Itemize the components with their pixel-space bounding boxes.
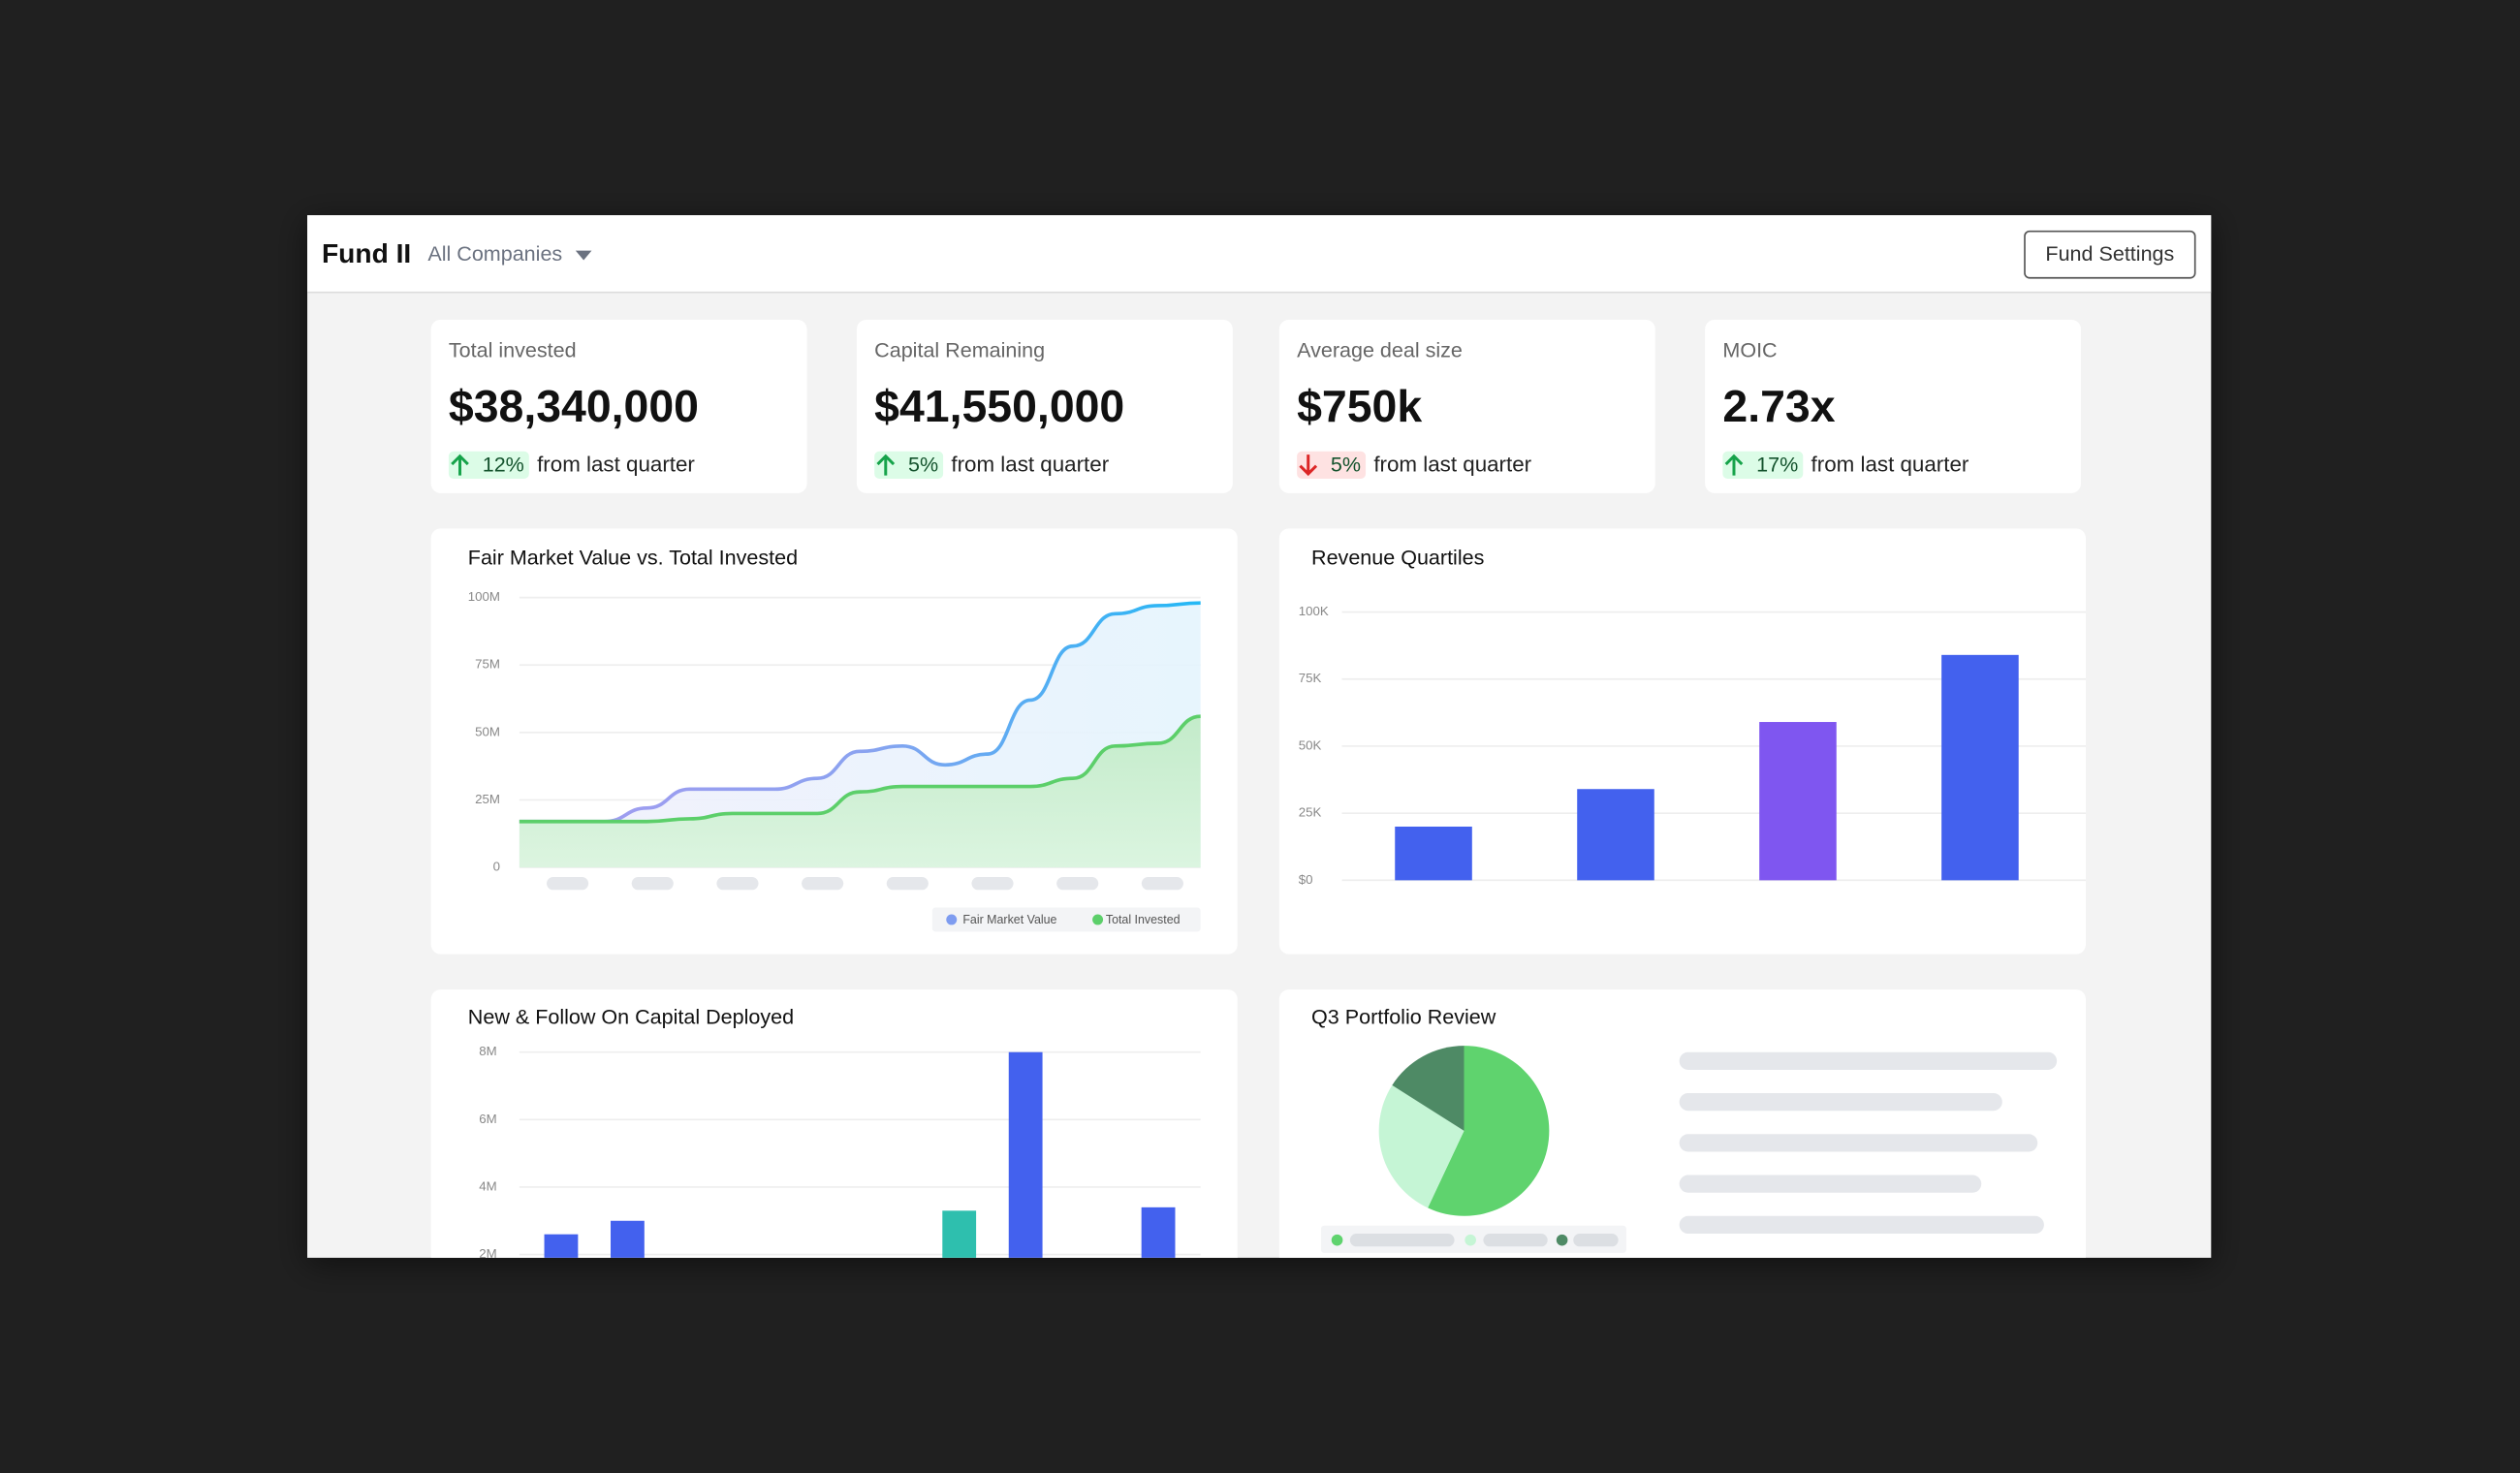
kpi-change: 5% xyxy=(908,453,938,476)
filter-caret[interactable] xyxy=(575,250,592,261)
window-content: Fund II All Companies Fund Settings Tota… xyxy=(307,215,2212,1261)
legend xyxy=(931,907,1201,932)
legend-placeholder xyxy=(1349,1234,1455,1247)
kpi-note: from last quarter xyxy=(951,453,1109,477)
bar xyxy=(1141,1207,1176,1258)
y-tick-label: 75K xyxy=(1299,671,1322,685)
kpi-change-pill xyxy=(874,451,944,479)
legend-label: Total Invested xyxy=(1106,913,1181,926)
kpi-trend-arrow xyxy=(1724,454,1744,476)
kpi-change-pill xyxy=(448,451,529,479)
y-tick-label: 50M xyxy=(475,724,500,738)
text-placeholder xyxy=(1679,1175,1982,1193)
line xyxy=(519,601,1201,824)
kpi-note: from last quarter xyxy=(537,453,695,477)
legend-swatch xyxy=(1556,1234,1568,1246)
chart-title: New & Follow On Capital Deployed xyxy=(468,1006,794,1029)
bar xyxy=(1008,1051,1043,1258)
kpi-card xyxy=(1278,319,1655,493)
chart-title: Revenue Quartiles xyxy=(1311,547,1484,570)
y-tick-label: 100M xyxy=(468,589,500,604)
legend-swatch xyxy=(1331,1234,1343,1246)
legend-placeholder xyxy=(1483,1234,1548,1247)
kpi-label: Capital Remaining xyxy=(874,339,1045,362)
kpi-value: 2.73x xyxy=(1722,381,1835,431)
y-tick-label: 25M xyxy=(475,792,500,806)
y-tick-label: 8M xyxy=(479,1044,496,1058)
x-label-placeholder xyxy=(1141,877,1183,891)
chart-title: Fair Market Value vs. Total Invested xyxy=(468,547,798,570)
legend-label: Fair Market Value xyxy=(962,913,1056,926)
bar xyxy=(1759,722,1837,881)
pie-slice xyxy=(1428,1046,1550,1216)
y-tick-label: 2M xyxy=(479,1246,496,1261)
kpi-card xyxy=(430,319,807,493)
kpi-card xyxy=(856,319,1233,493)
bar xyxy=(611,1220,645,1258)
kpi-trend-arrow xyxy=(876,454,896,476)
kpi-value: $38,340,000 xyxy=(449,381,699,431)
settings-button[interactable] xyxy=(2024,230,2196,279)
y-tick-label: 75M xyxy=(475,657,500,672)
kpi-change-pill xyxy=(1297,451,1367,479)
legend-swatch xyxy=(1092,914,1104,925)
y-tick-label: 4M xyxy=(479,1178,496,1193)
x-label-placeholder xyxy=(547,877,589,891)
kpi-trend-arrow xyxy=(1299,454,1318,477)
x-label-placeholder xyxy=(1056,877,1099,891)
text-placeholder xyxy=(1679,1215,2044,1235)
legend-swatch xyxy=(1465,1234,1476,1246)
chart-card xyxy=(430,989,1238,1258)
text-placeholder xyxy=(1679,1051,2058,1070)
y-tick-label: 50K xyxy=(1299,737,1322,752)
x-label-placeholder xyxy=(716,877,759,891)
kpi-card xyxy=(1705,319,2082,493)
company-filter[interactable]: All Companies xyxy=(427,242,562,266)
kpi-note: from last quarter xyxy=(1373,453,1531,477)
x-label-placeholder xyxy=(631,877,674,891)
kpi-change: 12% xyxy=(483,453,524,476)
y-tick-label: 100K xyxy=(1299,604,1329,618)
text-placeholder xyxy=(1679,1134,2038,1152)
line xyxy=(519,714,1201,824)
kpi-label: MOIC xyxy=(1722,339,1777,362)
settings-button-label[interactable]: Fund Settings xyxy=(2045,242,2174,266)
bar xyxy=(544,1234,579,1258)
bar xyxy=(1941,654,2019,881)
kpi-label: Total invested xyxy=(449,339,577,362)
kpi-change-pill xyxy=(1722,451,1804,479)
kpi-note: from last quarter xyxy=(1811,453,1969,477)
kpi-trend-arrow xyxy=(451,454,469,476)
chart-title: Q3 Portfolio Review xyxy=(1311,1006,1496,1029)
x-label-placeholder xyxy=(971,877,1014,891)
fund-title: Fund II xyxy=(322,237,411,268)
kpi-change: 17% xyxy=(1756,453,1798,476)
text-placeholder xyxy=(1679,1092,2002,1112)
y-tick-label: 0 xyxy=(493,860,500,874)
header-bar xyxy=(307,215,2212,293)
kpi-change: 5% xyxy=(1331,453,1361,476)
kpi-label: Average deal size xyxy=(1297,339,1463,362)
bar xyxy=(942,1210,977,1258)
legend-swatch xyxy=(946,914,958,925)
bar xyxy=(1577,789,1654,881)
pie-slice xyxy=(1392,1046,1465,1131)
y-tick-label: $0 xyxy=(1299,872,1313,887)
legend-placeholder xyxy=(1573,1234,1619,1247)
x-label-placeholder xyxy=(802,877,844,891)
bar xyxy=(1395,826,1472,881)
kpi-value: $750k xyxy=(1297,381,1422,431)
chart-card xyxy=(1278,528,2086,955)
y-tick-label: 25K xyxy=(1299,805,1322,820)
kpi-value: $41,550,000 xyxy=(874,381,1124,431)
x-label-placeholder xyxy=(886,877,929,891)
y-tick-label: 6M xyxy=(479,1112,496,1126)
pie-slice xyxy=(1378,1084,1465,1208)
